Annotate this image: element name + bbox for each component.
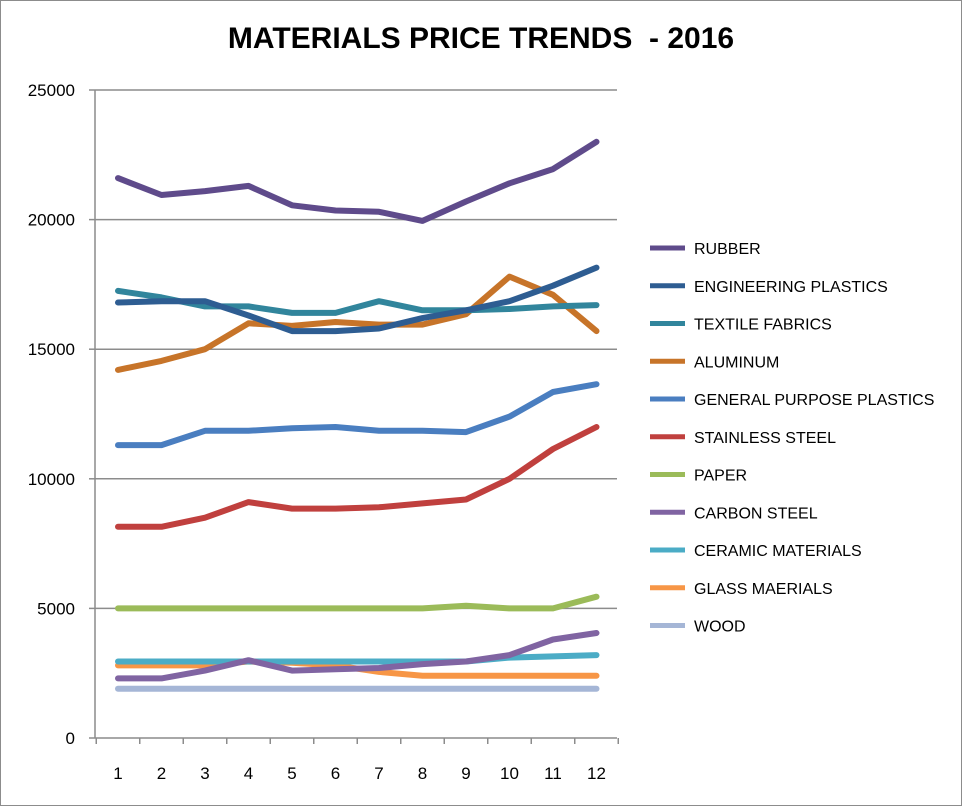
- x-tick-label: 11: [544, 764, 562, 783]
- series-line-textile-fabrics: [115, 287, 600, 316]
- legend-item: WOOD: [650, 619, 746, 636]
- series-lines: [115, 138, 600, 692]
- legend-item: ENGINEERING PLASTICS: [650, 279, 888, 296]
- series-line-carbon-steel: [115, 630, 600, 682]
- legend-label: RUBBER: [694, 241, 761, 258]
- legend-item: TEXTILE FABRICS: [650, 317, 832, 334]
- x-tick-label: 9: [461, 764, 470, 783]
- series-line-paper: [115, 593, 600, 612]
- y-tick-label: 10000: [28, 470, 75, 489]
- x-tick-label: 5: [287, 764, 296, 783]
- chart-title: MATERIALS PRICE TRENDS - 2016: [227, 22, 735, 55]
- legend-label: CARBON STEEL: [694, 505, 818, 522]
- x-tick-label: 7: [374, 764, 383, 783]
- series-line-ceramic-materials: [115, 652, 600, 665]
- legend-item: CERAMIC MATERIALS: [650, 543, 862, 560]
- x-tick-label: 4: [244, 764, 253, 783]
- series-line-aluminum: [115, 273, 600, 373]
- legend-label: WOOD: [694, 619, 746, 636]
- legend-label: GLASS MAERIALS: [694, 581, 833, 598]
- legend-label: ENGINEERING PLASTICS: [694, 279, 888, 296]
- x-tick-label: 6: [331, 764, 340, 783]
- series-line-stainless-steel: [115, 424, 600, 530]
- legend-label: STAINLESS STEEL: [694, 430, 836, 447]
- legend-item: CARBON STEEL: [650, 505, 818, 522]
- series-line-engineering-plastics: [115, 264, 600, 335]
- x-tick-label: 1: [113, 764, 122, 783]
- legend: RUBBER ENGINEERING PLASTICS TEXTILE FABRIC…: [650, 241, 934, 636]
- y-axis-ticks: 0 5000 10000 15000 20000 25000: [28, 81, 95, 748]
- y-tick-label: 0: [66, 729, 75, 748]
- legend-label: TEXTILE FABRICS: [694, 317, 832, 334]
- x-tick-label: 3: [200, 764, 209, 783]
- series-line-rubber: [115, 138, 600, 224]
- series-line-general-purpose-plastics: [115, 381, 600, 449]
- x-axis-ticks: 1 2 3 4 5 6 7 8 9 10 11 12: [95, 738, 619, 783]
- y-tick-label: 20000: [28, 211, 75, 230]
- axes: [94, 90, 617, 739]
- legend-label: PAPER: [694, 468, 747, 485]
- y-tick-label: 25000: [28, 81, 75, 100]
- legend-item: GENERAL PURPOSE PLASTICS: [650, 392, 934, 409]
- legend-label: ALUMINUM: [694, 354, 779, 371]
- x-tick-label: 8: [418, 764, 427, 783]
- legend-label: GENERAL PURPOSE PLASTICS: [694, 392, 934, 409]
- legend-item: STAINLESS STEEL: [650, 430, 836, 447]
- legend-item: ALUMINUM: [650, 354, 779, 371]
- legend-item: RUBBER: [650, 241, 761, 258]
- y-tick-label: 15000: [28, 340, 75, 359]
- x-tick-label: 2: [157, 764, 166, 783]
- legend-item: GLASS MAERIALS: [650, 581, 833, 598]
- legend-item: PAPER: [650, 468, 747, 485]
- y-tick-label: 5000: [37, 599, 75, 618]
- legend-label: CERAMIC MATERIALS: [694, 543, 862, 560]
- x-tick-label: 10: [500, 764, 519, 783]
- gridlines: [95, 89, 617, 610]
- x-tick-label: 12: [587, 764, 606, 783]
